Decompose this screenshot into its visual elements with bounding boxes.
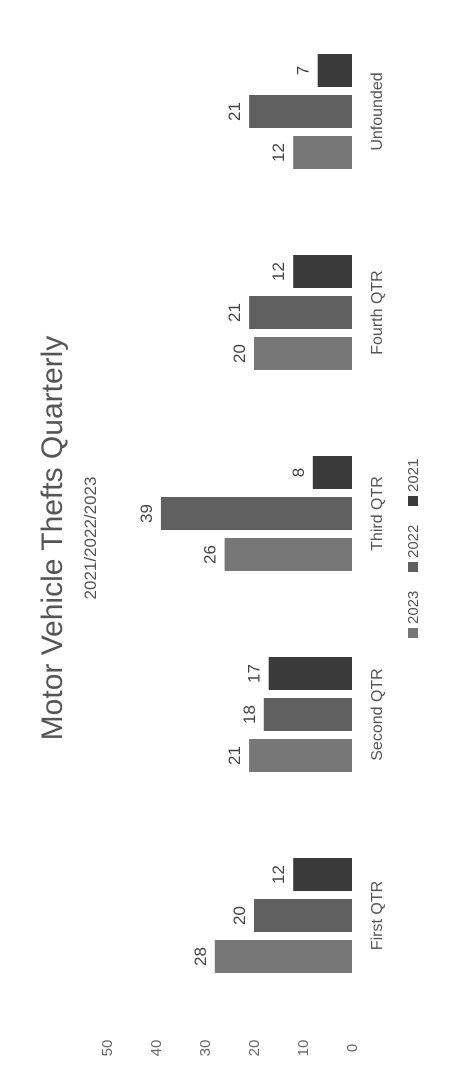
data-label: 17	[245, 664, 264, 683]
legend: 2023 2022 2021	[405, 459, 422, 638]
bar	[254, 337, 352, 370]
y-tick-label: 40	[148, 1040, 165, 1057]
data-label: 7	[294, 66, 313, 75]
y-tick-label: 20	[246, 1040, 263, 1057]
legend-swatch	[408, 562, 418, 572]
bar	[293, 858, 353, 891]
bar	[293, 255, 353, 288]
category-label: Second QTR	[369, 668, 386, 760]
category-label: Fourth QTR	[369, 270, 386, 354]
data-label: 20	[230, 344, 249, 363]
legend-swatch	[408, 628, 418, 638]
data-label: 21	[225, 303, 244, 322]
y-tick-label: 30	[197, 1040, 214, 1057]
bar	[293, 136, 353, 169]
data-label: 12	[269, 865, 288, 884]
data-label: 12	[269, 143, 288, 162]
bar	[249, 95, 353, 128]
bar	[263, 698, 352, 731]
data-labels: 28 20 12 21 18 17 26 39 8 20 21 12 12 21 7	[137, 66, 313, 966]
bar	[160, 497, 352, 530]
y-tick-label: 10	[295, 1040, 312, 1057]
data-label: 20	[230, 906, 249, 925]
legend-label: 2023	[405, 591, 422, 624]
chart-subtitle: 2021/2022/2023	[81, 477, 100, 600]
category-label: First QTR	[369, 881, 386, 950]
legend-label: 2021	[405, 459, 422, 492]
bar	[312, 456, 352, 489]
bar	[254, 899, 352, 932]
bar	[268, 657, 353, 690]
data-label: 21	[225, 102, 244, 121]
bar	[249, 739, 353, 772]
legend-label: 2022	[405, 525, 422, 558]
bar	[214, 940, 352, 973]
data-label: 26	[201, 545, 220, 564]
category-label: Unfounded	[369, 72, 386, 150]
bars	[160, 54, 353, 973]
chart-title: Motor Vehicle Thefts Quarterly	[36, 336, 69, 741]
data-label: 18	[240, 705, 259, 724]
bar	[224, 538, 353, 571]
bar	[249, 296, 353, 329]
data-label: 21	[225, 746, 244, 765]
data-label: 12	[269, 262, 288, 281]
y-tick-label: 0	[344, 1044, 361, 1052]
category-label: Third QTR	[369, 476, 386, 551]
y-axis: 0 10 20 30 40 50	[99, 1040, 361, 1057]
x-axis: First QTR Second QTR Third QTR Fourth QTR Un…	[369, 72, 386, 950]
legend-swatch	[408, 496, 418, 506]
bar	[317, 54, 353, 87]
data-label: 28	[191, 947, 210, 966]
data-label: 8	[289, 468, 308, 477]
data-label: 39	[137, 504, 156, 523]
y-tick-label: 50	[99, 1040, 116, 1057]
